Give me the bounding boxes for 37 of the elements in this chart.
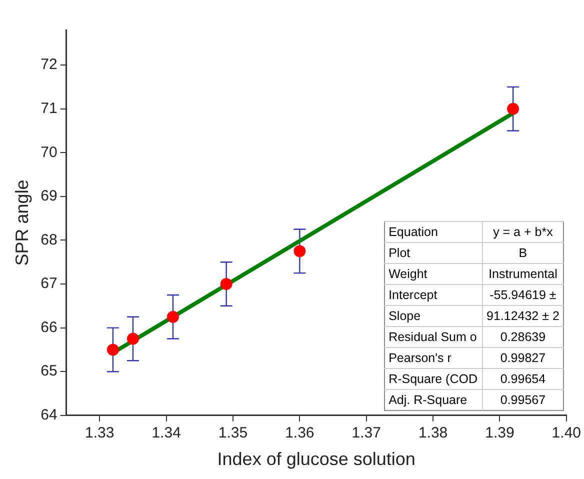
y-axis-title: SPR angle bbox=[12, 180, 32, 266]
annotation: Weight bbox=[384, 264, 482, 285]
y-tick-label: 66 bbox=[40, 318, 58, 336]
y-tick-label: 68 bbox=[40, 231, 58, 248]
annotation: B bbox=[482, 242, 564, 264]
annotation: Pearson's r bbox=[384, 348, 482, 369]
x-tick-label: 1.38 bbox=[418, 424, 448, 442]
annotation: Intercept bbox=[384, 284, 482, 306]
annotation: -55.94619 ± bbox=[482, 284, 564, 306]
x-tick-label: 1.37 bbox=[352, 424, 381, 442]
y-tick-label: 71 bbox=[40, 100, 58, 117]
y-tick-label: 64 bbox=[40, 406, 58, 424]
x-tick-label: 1.34 bbox=[152, 424, 181, 442]
annotation: Plot bbox=[384, 242, 482, 264]
annotation: y = a + b*x bbox=[482, 222, 564, 243]
annotation: Slope bbox=[384, 306, 482, 327]
x-tick-label: 1.40 bbox=[552, 424, 582, 442]
annotation: 0.99827 bbox=[482, 348, 564, 369]
annotation: Adj. R-Square bbox=[384, 390, 482, 411]
annotation: Equation bbox=[384, 222, 482, 243]
annotation: R-Square (COD bbox=[384, 368, 482, 390]
x-tick-label: 1.35 bbox=[218, 424, 248, 442]
annotation: Instrumental bbox=[482, 264, 564, 285]
y-tick-label: 72 bbox=[40, 56, 58, 74]
x-tick-label: 1.36 bbox=[285, 424, 314, 442]
annotation: 0.28639 bbox=[482, 326, 564, 348]
y-tick-label: 65 bbox=[40, 362, 58, 380]
x-tick-label: 1.39 bbox=[485, 424, 514, 442]
annotation: 0.99654 bbox=[482, 368, 564, 390]
x-axis-title: Index of glucose solution bbox=[217, 449, 416, 470]
annotation: 0.99567 bbox=[482, 390, 564, 411]
y-tick-label: 70 bbox=[40, 144, 58, 161]
y-tick-label: 67 bbox=[40, 275, 58, 292]
y-tick-label: 69 bbox=[40, 188, 58, 205]
x-tick-label: 1.33 bbox=[85, 424, 114, 442]
annotation: 91.12432 ± 2 bbox=[482, 306, 564, 327]
annotation: Residual Sum o bbox=[384, 326, 482, 348]
